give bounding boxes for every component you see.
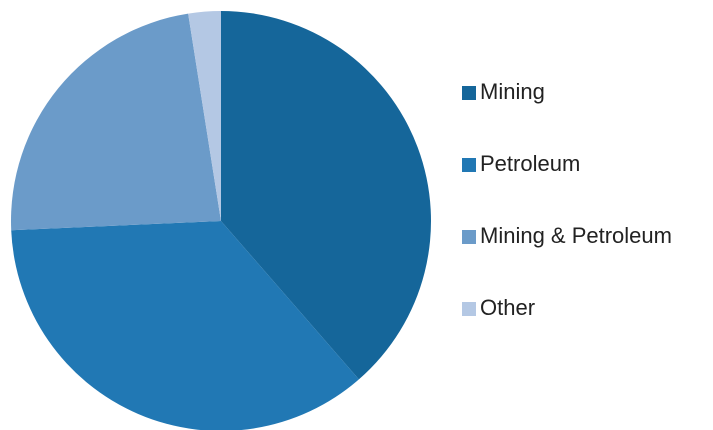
legend-swatch <box>462 86 476 100</box>
legend-label: Mining & Petroleum <box>480 223 672 248</box>
legend-label: Petroleum <box>480 151 580 176</box>
pie-slice <box>10 13 221 231</box>
legend-swatch <box>462 230 476 244</box>
pie-slice <box>188 11 221 221</box>
legend-label: Mining <box>480 79 545 104</box>
pie-slice <box>221 11 432 380</box>
legend-swatch <box>462 302 476 316</box>
pie-slice <box>11 221 359 430</box>
legend-swatch <box>462 158 476 172</box>
legend-label: Other <box>480 295 535 320</box>
